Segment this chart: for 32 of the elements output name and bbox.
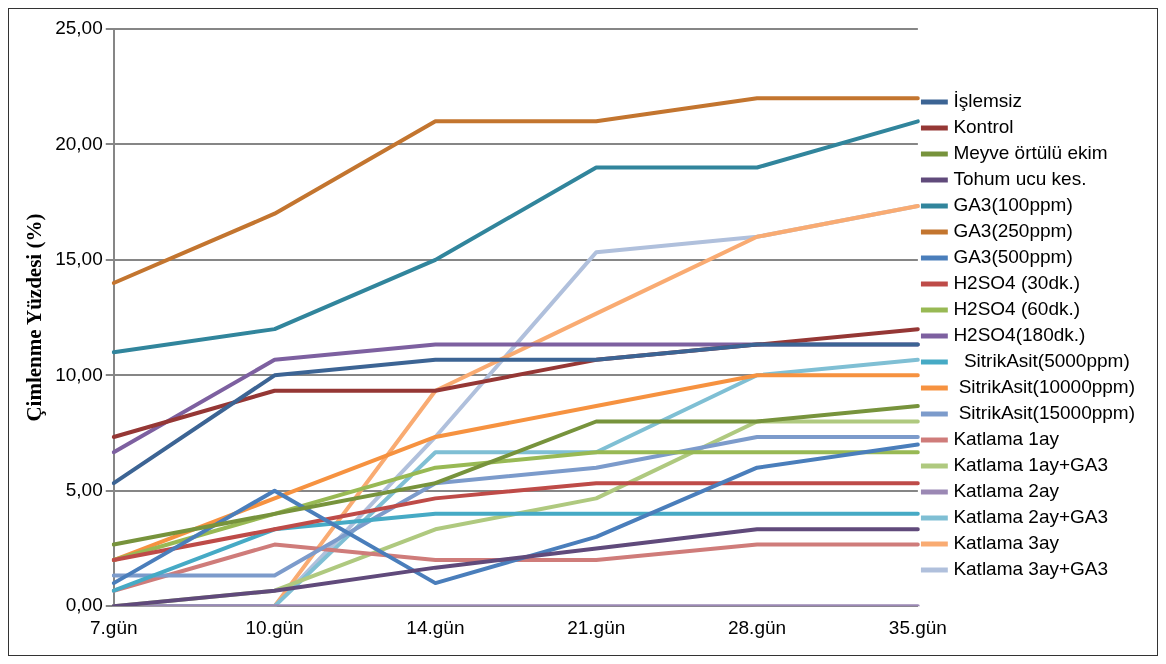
legend-label: Meyve örtülü ekim: [953, 142, 1108, 164]
y-tick-label: 15,00: [55, 248, 103, 270]
legend-label: Kontrol: [953, 116, 1014, 138]
legend-label: Katlama 3ay: [953, 532, 1060, 554]
y-axis-title: Çimlenme Yüzdesi (%): [22, 213, 47, 422]
legend-label: Katlama 1ay+GA3: [953, 454, 1109, 476]
y-tick-label: 20,00: [55, 132, 103, 154]
legend-label: GA3(500ppm): [953, 246, 1073, 268]
legend-label: SitrikAsit(15000ppm): [953, 402, 1135, 424]
legend-label: GA3(250ppm): [953, 220, 1073, 242]
y-tick-label: 25,00: [55, 17, 103, 39]
x-tick-label: 10.gün: [245, 616, 304, 638]
legend-label: H2SO4 (60dk.): [953, 298, 1081, 320]
x-tick-label: 7.gün: [89, 616, 138, 638]
legend-label: Katlama 2ay+GA3: [953, 506, 1109, 528]
legend-label: Tohum ucu kes.: [953, 168, 1087, 190]
legend-label: Katlama 1ay: [953, 428, 1060, 450]
legend-label: SitrikAsit(10000ppm): [953, 376, 1135, 398]
legend-label: GA3(100ppm): [953, 194, 1073, 216]
legend-label: SitrikAsit(5000ppm): [953, 350, 1130, 372]
x-tick-label: 35.gün: [888, 616, 947, 638]
y-tick-label: 0,00: [65, 594, 103, 616]
legend-label: H2SO4 (30dk.): [953, 272, 1081, 294]
legend-label: İşlemsiz: [953, 90, 1022, 112]
x-tick-label: 14.gün: [406, 616, 465, 638]
legend-label: H2SO4(180dk.): [953, 324, 1086, 346]
x-tick-label: 21.gün: [567, 616, 626, 638]
legend-label: Katlama 2ay: [953, 480, 1060, 502]
legend-label: Katlama 3ay+GA3: [953, 558, 1109, 580]
y-tick-label: 5,00: [65, 478, 103, 500]
y-tick-label: 10,00: [55, 363, 103, 385]
x-tick-label: 28.gün: [727, 616, 787, 638]
